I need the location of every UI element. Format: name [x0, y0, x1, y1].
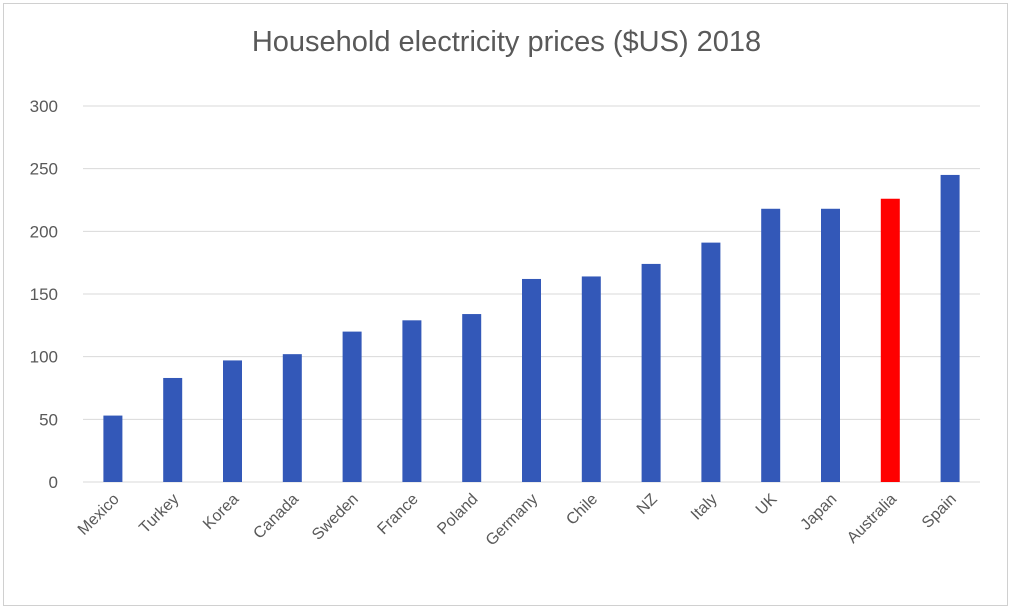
chart-title: Household electricity prices ($US) 2018 — [251, 26, 762, 58]
chart-frame — [3, 3, 1008, 606]
bar-japan — [821, 208, 840, 483]
x-tick-label: Germany — [483, 491, 542, 550]
y-tick-label: 250 — [30, 160, 58, 179]
bar-mexico — [103, 415, 123, 482]
x-tick-label: Sweden — [309, 491, 362, 544]
y-tick-label: 150 — [30, 285, 58, 304]
bar-spain — [940, 174, 960, 482]
bar-nz — [641, 263, 661, 482]
bar-uk — [761, 208, 781, 483]
y-tick-label: 300 — [30, 97, 58, 116]
x-tick-label: Poland — [434, 491, 481, 538]
y-tick-label: 50 — [39, 410, 58, 429]
x-tick-label: Italy — [688, 491, 721, 524]
bar-sweden — [342, 331, 362, 482]
x-tick-label: Korea — [200, 491, 242, 533]
x-tick-label: NZ — [634, 491, 661, 518]
y-tick-label: 0 — [49, 473, 58, 492]
x-tick-label: Canada — [250, 491, 302, 543]
x-tick-label: Japan — [797, 491, 840, 534]
bar-australia — [880, 198, 900, 482]
bar-germany — [522, 278, 541, 482]
x-tick-label: Australia — [844, 491, 900, 547]
x-tick-label: Mexico — [75, 491, 123, 539]
x-tick-label: UK — [753, 491, 781, 519]
y-tick-label: 100 — [30, 348, 58, 367]
bar-france — [402, 320, 422, 482]
x-tick-label: Spain — [919, 491, 960, 532]
bar-korea — [223, 360, 242, 482]
bar-italy — [701, 242, 721, 482]
bar-canada — [282, 354, 302, 482]
x-tick-label: France — [374, 491, 421, 538]
x-tick-label: Chile — [563, 491, 601, 529]
bar-turkey — [163, 377, 183, 482]
x-tick-label: Turkey — [136, 491, 182, 537]
bar-chile — [581, 276, 601, 482]
bar-poland — [462, 314, 482, 482]
y-tick-label: 200 — [30, 222, 58, 241]
